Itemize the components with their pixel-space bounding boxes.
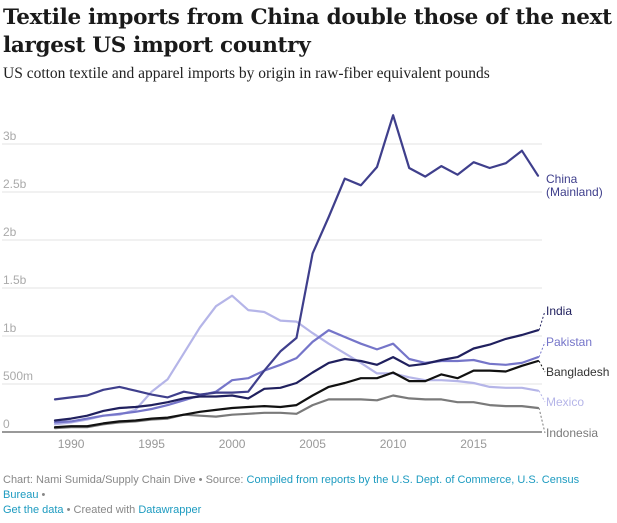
get-the-data-link[interactable]: Get the data	[3, 504, 64, 516]
x-axis-tick-labels: 1990 1995 2000 2005 2010 2015	[58, 437, 488, 451]
series-label: Indonesia	[546, 426, 598, 440]
series-label: Mexico	[546, 395, 584, 409]
label-connector	[538, 407, 546, 434]
label-connector	[538, 360, 546, 373]
x-tick-label: 1995	[138, 437, 165, 451]
x-tick-label: 1990	[58, 437, 85, 451]
source-prefix: Source:	[205, 474, 247, 486]
chart-footer: Chart: Nami Sumida/Supply Chain Dive • S…	[3, 473, 615, 518]
series-label: Bangladesh	[546, 365, 609, 379]
y-tick-label: 1b	[3, 321, 17, 335]
y-tick-label: 0	[3, 417, 10, 431]
gridlines	[2, 143, 542, 433]
y-tick-label: 2b	[3, 225, 17, 239]
series-label: (Mainland)	[546, 185, 603, 199]
source-link[interactable]: Compiled from reports by the U.S. Dept. …	[3, 474, 580, 501]
y-tick-label: 1.5b	[3, 273, 27, 287]
y-tick-label: 2.5b	[3, 177, 27, 191]
chart-credit: Chart: Nami Sumida/Supply Chain Dive	[3, 474, 196, 486]
x-tick-label: 2010	[380, 437, 407, 451]
series-lines	[53, 114, 540, 430]
series-line-bangladesh	[53, 359, 540, 429]
x-tick-label: 2000	[219, 437, 246, 451]
x-tick-label: 2015	[460, 437, 487, 451]
x-tick-label: 2005	[299, 437, 326, 451]
series-labels: Mexico Indonesia Pakistan Bangladesh India Ch…	[538, 172, 609, 440]
y-tick-label: 500m	[3, 369, 33, 383]
y-tick-label: 3b	[3, 129, 17, 143]
separator: •	[195, 474, 206, 486]
separator: •	[38, 489, 46, 501]
separator: •	[63, 504, 74, 516]
series-label: India	[546, 304, 572, 318]
label-connector	[538, 341, 546, 358]
chart-title: Textile imports from China double those …	[3, 5, 612, 58]
y-axis-tick-labels: 0 500m 1b 1.5b 2b 2.5b 3b	[3, 129, 33, 431]
created-with-prefix: Created with	[73, 504, 139, 516]
datawrapper-link[interactable]: Datawrapper	[138, 504, 202, 516]
label-connector	[538, 390, 546, 403]
label-connector	[538, 310, 546, 331]
series-label: Pakistan	[546, 335, 592, 349]
chart-subtitle: US cotton textile and apparel imports by…	[3, 65, 490, 82]
series-label: China	[546, 172, 578, 186]
